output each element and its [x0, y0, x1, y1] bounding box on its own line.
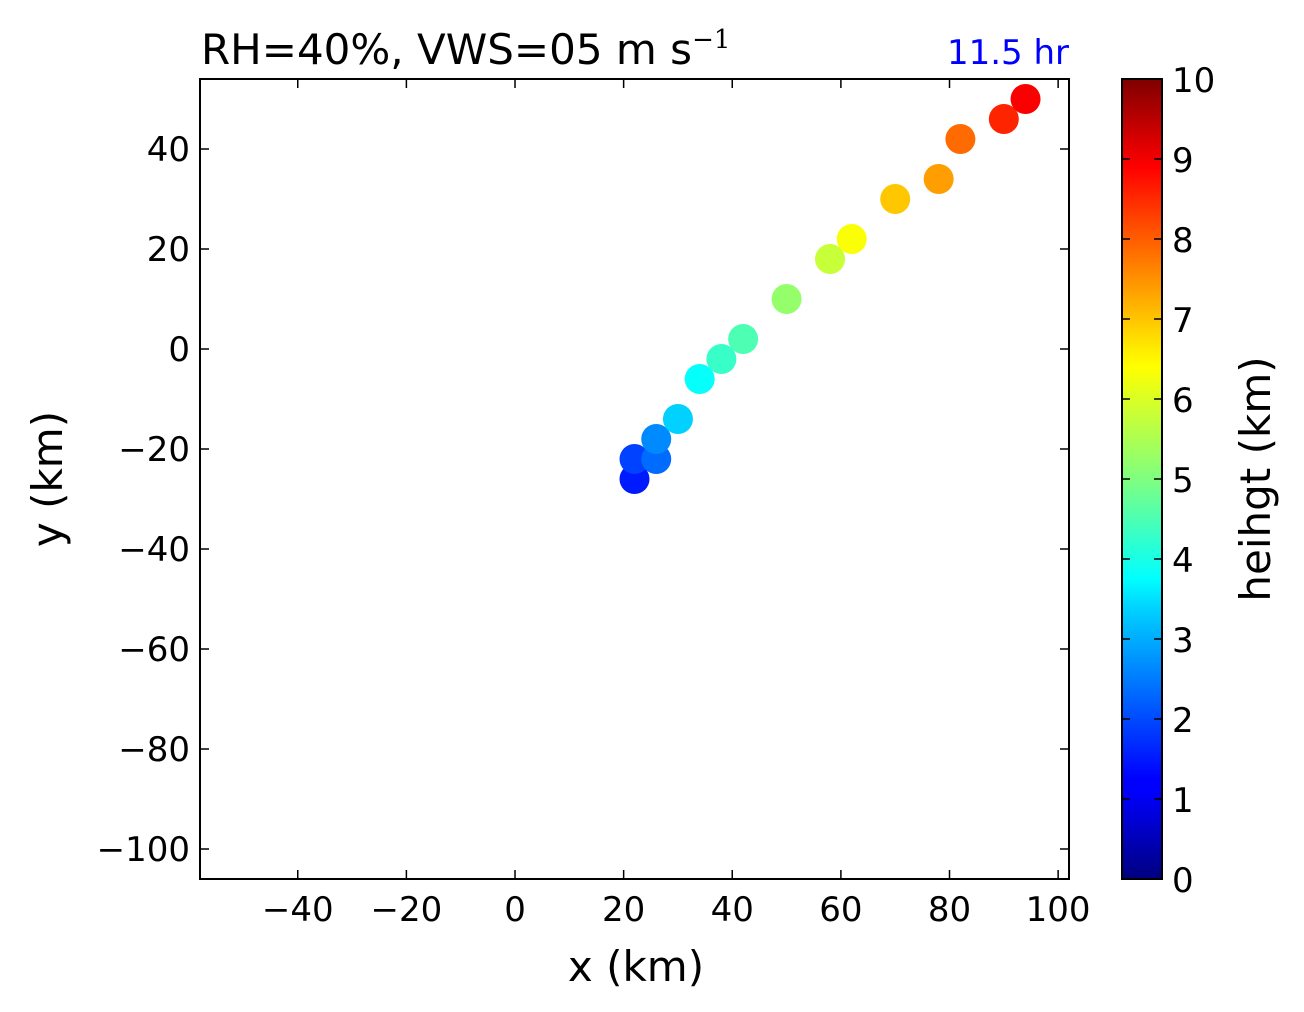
chart-title-superscript: −1	[692, 25, 730, 55]
colorbar-tick-label: 6	[1172, 381, 1194, 421]
x-tick-label: 40	[711, 890, 754, 930]
chart-title-main: RH=40%, VWS=05 m s	[201, 25, 692, 74]
colorbar-tick-label: 9	[1172, 141, 1194, 181]
scatter-point	[728, 324, 759, 354]
y-tick-label: −40	[118, 530, 190, 570]
scatter-point	[880, 184, 911, 214]
scatter-point	[945, 124, 976, 154]
colorbar-tick-label: 3	[1172, 621, 1194, 661]
y-tick-label: 0	[168, 330, 190, 370]
scatter-point	[836, 224, 867, 254]
x-tick-label: 20	[602, 890, 645, 930]
colorbar-tick-label: 10	[1172, 61, 1215, 101]
x-tick-label: −40	[262, 890, 334, 930]
scatter-point	[771, 284, 802, 314]
y-tick-label: −100	[97, 830, 190, 870]
scatter-point	[619, 444, 650, 474]
y-tick-label: −60	[118, 630, 190, 670]
colorbar-tick-label: 7	[1172, 301, 1194, 341]
scatter-points	[619, 84, 1041, 494]
x-tick-label: −20	[371, 890, 443, 930]
colorbar-tick-label: 2	[1172, 701, 1194, 741]
x-tick-label: 100	[1026, 890, 1091, 930]
scatter-point	[641, 424, 672, 454]
scatter-point	[684, 364, 715, 394]
plot-frame	[199, 78, 1070, 880]
x-tick-label: 0	[504, 890, 526, 930]
y-axis-label: y (km)	[23, 411, 72, 547]
chart-title: RH=40%, VWS=05 m s−1	[201, 25, 730, 74]
colorbar-label: heihgt (km)	[1231, 356, 1280, 601]
colorbar-tick-label: 5	[1172, 461, 1194, 501]
x-tick-label: 60	[819, 890, 862, 930]
scatter-point	[706, 344, 737, 374]
y-tick-label: −20	[118, 430, 190, 470]
scatter-point	[988, 104, 1019, 134]
y-tick-label: −80	[118, 730, 190, 770]
scatter-point	[1010, 84, 1041, 114]
time-annotation: 11.5 hr	[947, 33, 1069, 73]
scatter-point	[923, 164, 954, 194]
y-tick-label: 20	[147, 230, 190, 270]
x-axis-label: x (km)	[568, 942, 704, 991]
scatter-point	[815, 244, 846, 274]
colorbar-tick-label: 0	[1172, 861, 1194, 901]
colorbar-ticks: 0 1 2 3 4 5 6 7 8 9 10	[1122, 61, 1215, 901]
x-tick-label: 80	[928, 890, 971, 930]
y-tick-label: 40	[147, 130, 190, 170]
colorbar-tick-label: 1	[1172, 781, 1194, 821]
axis-ticks: −40 −20 0 20 40 60 80 100 −100 −80 −60 −40 −20 0 20 40	[97, 79, 1091, 930]
scatter-point	[662, 404, 693, 434]
colorbar-tick-label: 4	[1172, 541, 1194, 581]
colorbar-tick-label: 8	[1172, 221, 1194, 261]
